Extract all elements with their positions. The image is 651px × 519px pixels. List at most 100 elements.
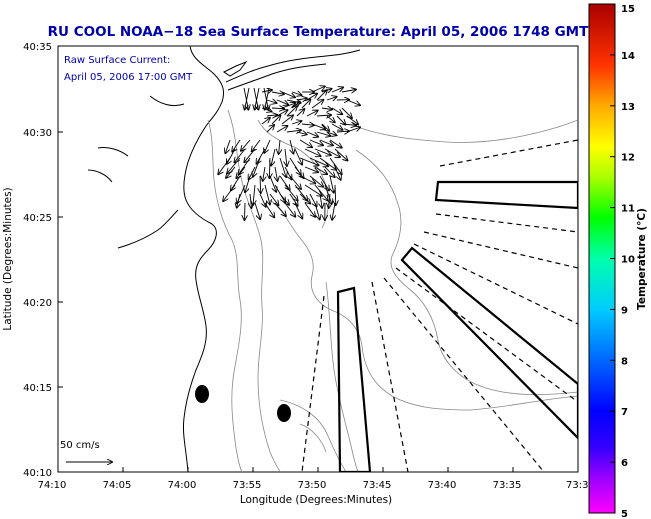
colorbar-tick-label: 15 [621, 4, 635, 15]
current-vector-arrow [223, 184, 236, 201]
current-vector-arrow [341, 90, 356, 93]
colorbar-tick-label: 8 [621, 356, 628, 367]
current-vector-arrow [329, 175, 334, 193]
current-vector-arrow [299, 193, 310, 204]
plot-area [57, 45, 579, 473]
current-vector-arrow [324, 148, 340, 157]
current-label-line1: Raw Surface Current: [64, 55, 170, 66]
current-vector-arrow [269, 157, 270, 178]
current-vector-arrow [218, 157, 231, 174]
radial-lines [301, 139, 578, 472]
current-vector-arrow [309, 175, 323, 187]
x-tick-label: 73:45 [363, 480, 392, 491]
current-vector-arrow [314, 148, 331, 155]
current-vector-arrow [329, 157, 342, 174]
x-tick-label: 74:05 [103, 480, 132, 491]
current-vector-arrow [324, 184, 332, 204]
current-vector-arrow [264, 139, 271, 153]
current-vector-arrow [346, 127, 360, 133]
current-vector-arrow [263, 166, 265, 181]
bathymetry-contour-4 [355, 149, 578, 396]
current-vector-arrow [311, 86, 325, 93]
current-vector-arrow [261, 90, 272, 92]
current-vector-arrow [319, 157, 336, 170]
current-vector-arrow [286, 130, 301, 132]
current-vector-arrow [294, 202, 302, 218]
current-vector-arrow [299, 157, 319, 165]
current-vector-arrow [291, 121, 302, 124]
current-vector-arrow [304, 166, 318, 172]
current-vector-arrow [261, 118, 270, 125]
current-vector-arrow [253, 184, 255, 205]
current-vector-arrow [326, 132, 336, 135]
current-vector-arrow [279, 157, 286, 177]
small-island [223, 60, 248, 77]
colorbar-tick-label: 5 [621, 509, 628, 519]
scale-label: 50 cm/s [60, 440, 100, 451]
y-tick-label: 40:10 [23, 468, 52, 479]
x-tick-label: 73:3 [566, 480, 588, 491]
current-vector-arrow [329, 139, 342, 148]
current-vector-arrow [274, 184, 285, 202]
current-vector-arrow [334, 166, 341, 180]
current-vector-arrow [321, 108, 332, 110]
current-vector-arrow [332, 202, 335, 220]
current-vector-arrow [252, 139, 261, 151]
current-vector-arrow [294, 166, 304, 178]
current-vector-arrow [257, 148, 266, 164]
current-vector-arrow [269, 175, 276, 192]
current-vector-arrow [324, 166, 335, 177]
current-vector-arrow [281, 115, 293, 125]
y-tick-label: 40:20 [23, 298, 52, 309]
current-vector-arrow [331, 87, 343, 93]
current-vector-arrow [265, 87, 270, 110]
current-vector-arrow [341, 107, 352, 118]
current-vector-arrow [326, 97, 337, 100]
current-vector-arrow [281, 91, 295, 97]
current-vector-arrow [341, 124, 356, 125]
y-tick-label: 40:30 [23, 128, 52, 139]
inner-bay-shoreline [87, 95, 185, 249]
current-vector-arrow [311, 100, 323, 109]
current-vector-arrow [253, 157, 261, 177]
current-vector-arrow [241, 139, 251, 151]
bathymetry-contour-5 [359, 119, 578, 143]
colorbar-gradient [588, 3, 616, 514]
current-vector-arrow [319, 175, 329, 190]
current-vector-arrow [239, 157, 251, 175]
current-vector-arrow [346, 99, 360, 105]
y-axis: 40:35 40:30 40:25 40:20 40:15 40:10 Lati… [2, 42, 63, 479]
current-vector-arrow [336, 115, 345, 125]
current-vector-arrow [285, 148, 287, 166]
bathymetry-contour-3 [269, 199, 578, 411]
bathymetry-contour-1 [207, 119, 243, 472]
x-tick-label: 73:50 [298, 480, 327, 491]
x-axis: 74:10 74:05 74:00 73:55 73:50 73:45 73:4… [38, 467, 588, 506]
x-tick-label: 73:55 [233, 480, 262, 491]
current-vector-arrow [334, 148, 348, 161]
current-vector-arrow [294, 148, 302, 165]
y-tick-label: 40:15 [23, 383, 52, 394]
current-vector-arrow [281, 103, 295, 109]
current-vector-arrow [326, 115, 335, 122]
current-vector-arrow [259, 193, 266, 207]
bathymetry-contour-6 [325, 281, 359, 472]
current-vector-arrow [309, 157, 328, 166]
colorbar-tick-label: 10 [621, 255, 635, 266]
current-vector-arrow [279, 193, 289, 205]
current-vector-arrow [284, 166, 292, 179]
coastline [183, 46, 225, 472]
current-vector-arrow [245, 202, 246, 220]
current-vector-arrow [279, 139, 280, 154]
current-vector-arrow [232, 139, 241, 152]
current-vector-arrow [234, 148, 246, 162]
y-tick-label: 40:35 [23, 42, 52, 53]
current-label-line2: April 05, 2006 17:00 GMT [64, 72, 193, 83]
current-vector-arrow [250, 193, 252, 208]
current-vector-arrow [291, 92, 302, 95]
current-vector-arrow [314, 184, 328, 200]
current-vector-arrow [289, 193, 298, 206]
surface-current-vectors [218, 86, 360, 220]
colorbar-tick-label: 12 [621, 153, 635, 164]
